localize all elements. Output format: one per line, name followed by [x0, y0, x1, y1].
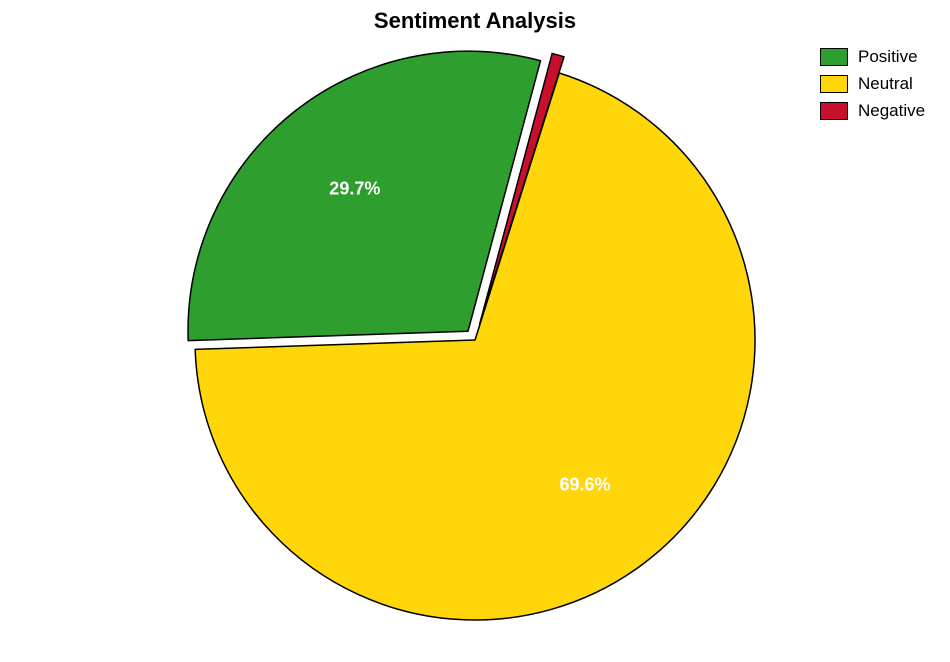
legend-item: Negative — [820, 101, 925, 121]
legend-swatch — [820, 75, 848, 93]
slice-label: 69.6% — [560, 474, 611, 495]
pie-chart — [0, 0, 950, 662]
chart-container: { "chart": { "type": "pie", "title": "Se… — [0, 0, 950, 662]
legend-item: Positive — [820, 47, 925, 67]
legend-label: Positive — [858, 47, 918, 67]
slice-label: 29.7% — [329, 178, 380, 199]
legend-swatch — [820, 102, 848, 120]
legend: Positive Neutral Negative — [820, 47, 925, 128]
legend-label: Neutral — [858, 74, 913, 94]
legend-item: Neutral — [820, 74, 925, 94]
legend-label: Negative — [858, 101, 925, 121]
legend-swatch — [820, 48, 848, 66]
